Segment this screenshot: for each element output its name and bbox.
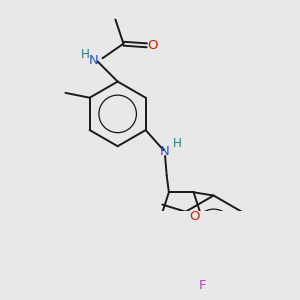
Text: N: N bbox=[89, 54, 99, 67]
Text: N: N bbox=[160, 145, 170, 158]
Text: O: O bbox=[189, 210, 200, 223]
Text: O: O bbox=[147, 38, 158, 52]
Text: H: H bbox=[81, 48, 90, 61]
Text: H: H bbox=[172, 137, 182, 150]
Text: F: F bbox=[199, 279, 207, 292]
